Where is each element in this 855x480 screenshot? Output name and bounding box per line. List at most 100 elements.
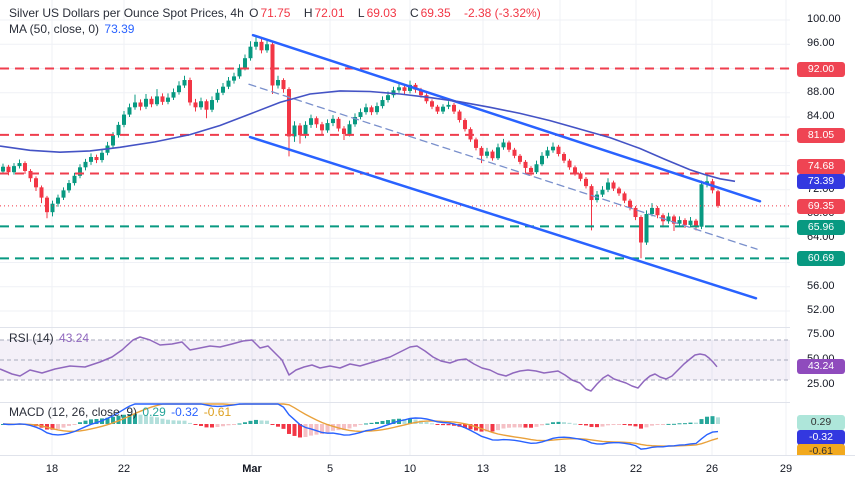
macd-hist-bar	[276, 424, 280, 427]
candle-body	[100, 152, 104, 161]
candle-body	[496, 147, 500, 159]
macd-hist-bar	[584, 424, 588, 426]
symbol-title: Silver US Dollars per Ounce Spot Prices,…	[9, 6, 244, 20]
ma-legend[interactable]: MA (50, close, 0) 73.39	[9, 22, 136, 36]
macd-hist-bar	[485, 424, 489, 432]
macd-hist-bar	[606, 424, 610, 426]
macd-hist-bar	[105, 417, 110, 424]
ohlc-high-value: 72.01	[314, 6, 345, 20]
candle-body	[501, 142, 506, 148]
candle-body	[320, 124, 324, 131]
macd-hist-bar	[94, 419, 99, 424]
macd-hist-bar	[314, 424, 319, 435]
candle-body	[6, 166, 11, 173]
candle-body	[589, 186, 594, 201]
ohlc-low-label: L	[357, 6, 365, 20]
macd-signal-line	[2, 403, 719, 447]
symbol-legend[interactable]: Silver US Dollars per Ounce Spot Prices,…	[9, 6, 543, 20]
ma-label: MA (50, close, 0)	[9, 22, 100, 36]
macd-hist-bar	[677, 423, 682, 425]
macd-hist-bar	[540, 424, 544, 426]
price-tick: 96.00	[807, 37, 835, 50]
macd-hist-bar	[507, 424, 511, 428]
time-axis[interactable]: 18 22 Mar 5 10 13 18 22 26 29	[0, 455, 855, 480]
macd-hist-bar	[83, 420, 88, 424]
macd-hist-bar	[380, 420, 385, 424]
candle-body	[94, 157, 99, 161]
candle-body	[89, 157, 93, 162]
candle-body	[364, 107, 368, 113]
macd-signal-value: -0.61	[203, 405, 232, 419]
macd-hist-bar	[138, 414, 143, 424]
candle-body	[650, 207, 654, 214]
rsi-value: 43.24	[59, 331, 90, 345]
candle-body	[441, 106, 445, 112]
candle-body	[540, 155, 544, 165]
macd-hist-bar	[644, 424, 649, 428]
macd-hist-bar	[639, 424, 643, 429]
candle-body	[12, 166, 16, 173]
macd-hist-bar	[133, 413, 137, 424]
ma-line	[0, 90, 736, 183]
macd-hist-bar	[116, 415, 121, 424]
candle-body	[160, 96, 165, 102]
candle-body	[683, 220, 687, 225]
time-label-22: 22	[117, 463, 131, 475]
candle-body	[567, 160, 572, 168]
price-badge-74.68: 74.68	[797, 159, 845, 174]
macd-hist-bar	[523, 424, 528, 428]
candle-body	[303, 124, 308, 136]
candle-body	[133, 102, 137, 108]
macd-hist-bar	[166, 419, 170, 424]
candle-body	[611, 182, 616, 189]
candle-body	[210, 100, 214, 110]
macd-hist-bar	[303, 424, 308, 438]
candle-body	[171, 92, 176, 98]
macd-hist-bar	[149, 416, 154, 424]
candle-body	[694, 220, 698, 227]
macd-hist-bar	[551, 422, 555, 424]
macd-hist-bar	[611, 424, 616, 425]
price-tick: 52.00	[807, 304, 835, 316]
candle-body	[276, 80, 280, 86]
macd-hist-bar	[545, 423, 550, 425]
macd-hist-bar	[463, 424, 467, 428]
candle-body	[353, 117, 357, 125]
macd-hist-bar	[628, 424, 632, 426]
macd-hist-bar	[56, 424, 60, 429]
macd-legend[interactable]: MACD (12, 26, close, 9) 0.29 -0.32 -0.61	[9, 405, 233, 419]
candle-body	[199, 101, 203, 108]
rsi-tick: 75.00	[807, 328, 835, 340]
macd-hist-bar	[270, 424, 275, 425]
macd-badge-0.29: 0.29	[797, 414, 845, 430]
ohlc-open-value: 71.75	[260, 6, 291, 20]
candle-body	[358, 112, 363, 117]
candle-body	[474, 139, 478, 148]
rsi-legend[interactable]: RSI (14) 43.24	[9, 331, 91, 345]
macd-hist-bar	[336, 424, 341, 431]
rsi-badge: 43.24	[797, 359, 845, 375]
candle-body	[386, 95, 390, 101]
macd-hist-bar	[171, 420, 176, 424]
price-tick: 100.00	[807, 13, 841, 25]
candle-body	[270, 44, 275, 86]
candle-body	[215, 92, 220, 101]
candle-body	[534, 164, 539, 173]
price-badge-69.35: 69.35	[797, 199, 845, 215]
candle-body	[17, 163, 22, 167]
macd-hist-bar	[259, 420, 264, 424]
price-axis[interactable]: 100.0096.0092.0088.0084.0080.0076.0072.0…	[790, 0, 855, 459]
candle-body	[28, 170, 33, 179]
macd-hist-bar	[254, 419, 258, 424]
price-badge-65.96: 65.96	[797, 219, 845, 235]
candle-body	[23, 163, 27, 171]
macd-hist-bar	[155, 417, 159, 424]
macd-line	[2, 403, 719, 450]
price-badge-73.39: 73.39	[797, 173, 845, 189]
macd-hist-bar	[672, 423, 676, 425]
candle-body	[298, 125, 302, 136]
candle-body	[716, 191, 720, 206]
candle-body	[116, 124, 121, 136]
candle-body	[490, 151, 495, 159]
